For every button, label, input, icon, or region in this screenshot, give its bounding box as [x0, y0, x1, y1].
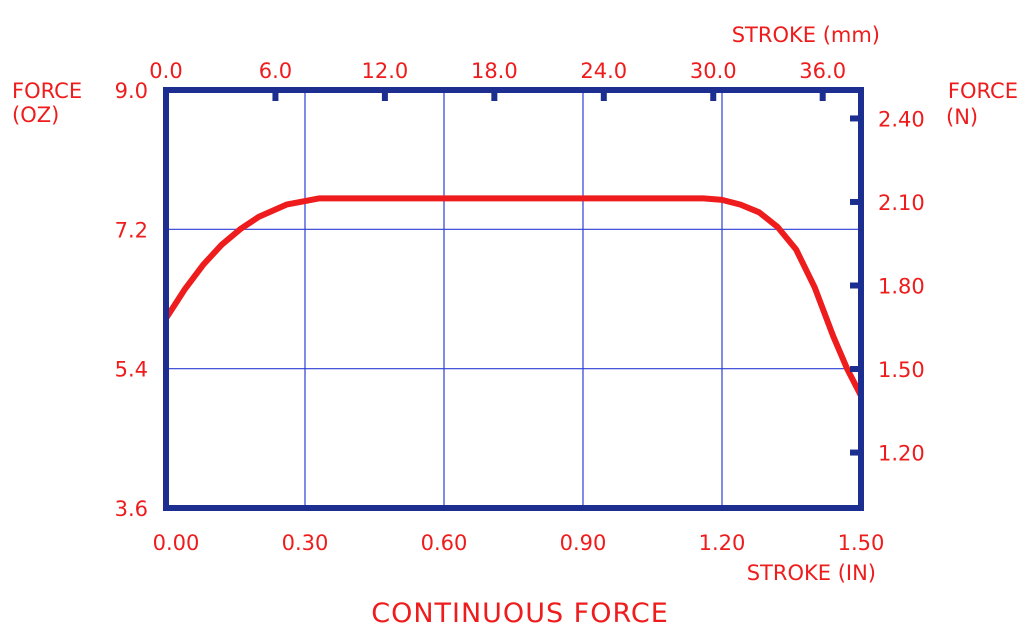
x-tick-label: 0.90 [560, 531, 607, 555]
y2-tick-label: 2.10 [878, 191, 925, 215]
x2-axis-label: STROKE (mm) [732, 23, 880, 47]
tick-marks [272, 90, 861, 456]
series-layer [163, 195, 864, 399]
y2-axis-label-line2: (N) [946, 105, 978, 129]
x2-tick-label: 12.0 [362, 59, 409, 83]
y-tick-label: 9.0 [115, 79, 148, 103]
y2-axis-label-line1: FORCE [948, 79, 1018, 103]
x2-tick-label: 0.0 [149, 59, 182, 83]
x2-tick-label: 24.0 [580, 59, 627, 83]
y-axis-label-line1: FORCE [12, 79, 82, 103]
tick-labels: 0.00 0.30 0.60 0.90 1.20 1.50 3.6 5.4 7.2 9.00.0 6… [115, 59, 925, 555]
x2-tick-label: 18.0 [471, 59, 518, 83]
x2-tick-label: 36.0 [799, 59, 846, 83]
x-tick-label: 1.20 [699, 531, 746, 555]
x2-tick-label: 30.0 [690, 59, 737, 83]
x-tick-label: 0.00 [153, 531, 200, 555]
x-tick-label: 1.50 [838, 531, 885, 555]
y-tick-label: 7.2 [115, 218, 148, 242]
y-axis-label-line2: (OZ) [12, 103, 59, 127]
y2-tick-label: 2.40 [878, 107, 925, 131]
plot-frame [163, 87, 864, 511]
chart-title: CONTINUOUS FORCE [371, 598, 669, 629]
y-tick-label: 3.6 [115, 497, 148, 521]
y2-tick-label: 1.50 [878, 358, 925, 382]
y2-tick-label: 1.80 [878, 274, 925, 298]
series-line [163, 195, 864, 399]
x-tick-label: 0.60 [421, 531, 468, 555]
y2-tick-label: 1.20 [878, 442, 925, 466]
x-axis-label: STROKE (IN) [747, 561, 876, 585]
y-tick-label: 5.4 [115, 358, 148, 382]
grid-lines [166, 90, 861, 508]
x2-tick-label: 6.0 [259, 59, 292, 83]
x-tick-label: 0.30 [282, 531, 329, 555]
